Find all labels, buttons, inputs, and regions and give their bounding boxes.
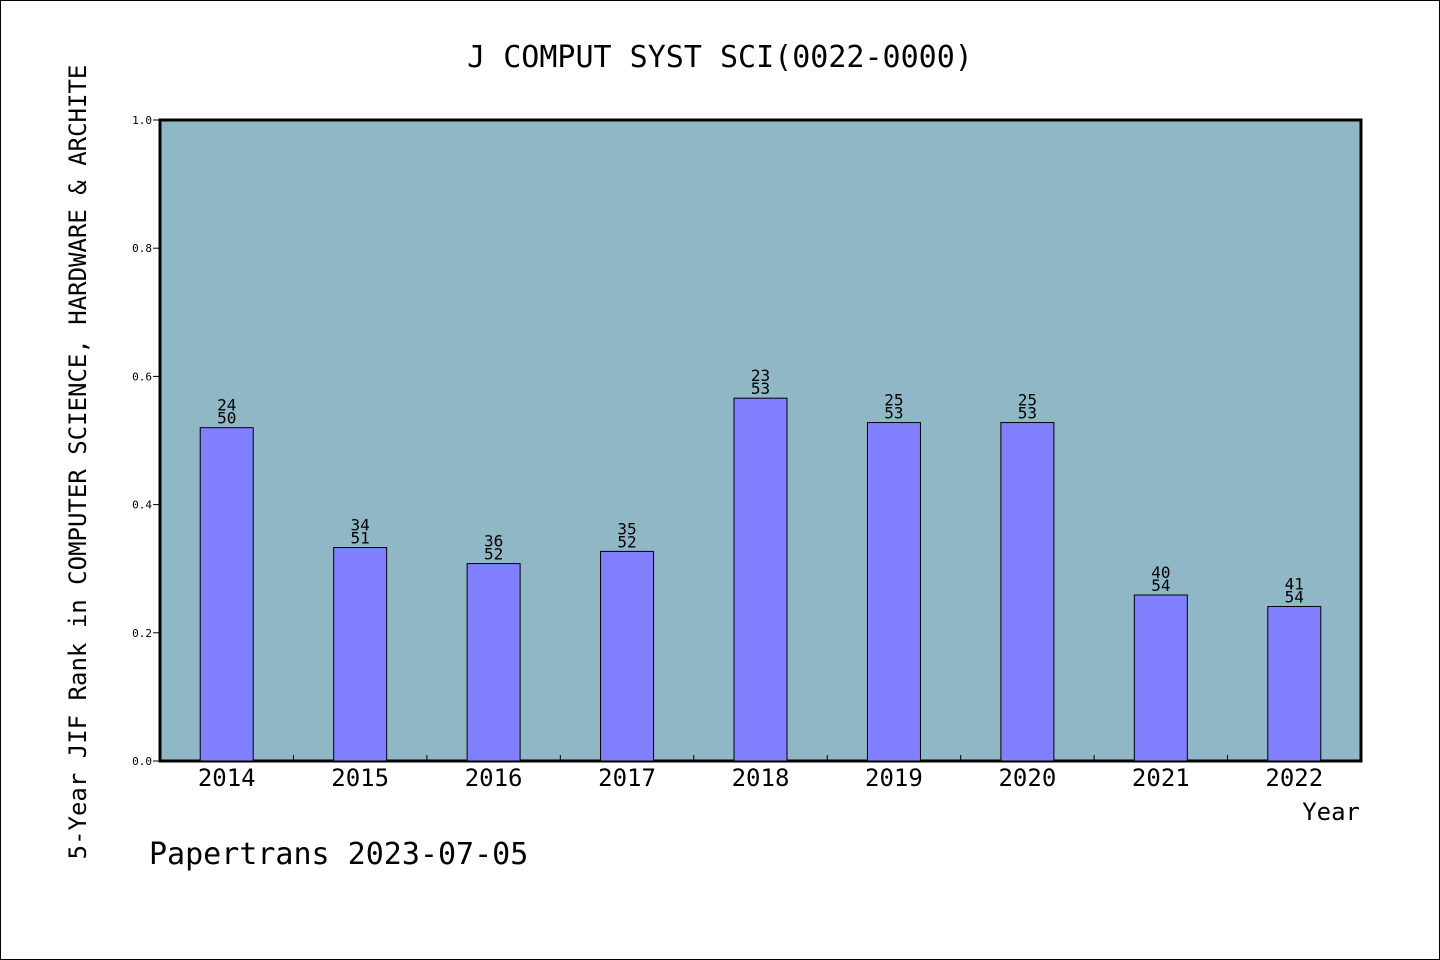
x-tick-label: 2021 (1132, 764, 1190, 792)
bar-label-rank: 25 (884, 391, 903, 410)
bar-label-total: 53 (751, 379, 770, 398)
y-axis-ticks: 0.0 0.2 0.4 0.6 0.8 1.0 (132, 114, 160, 768)
x-axis-ticks: 2014 2015 2016 2017 2018 2019 2020 2021 2022 (198, 755, 1323, 792)
bar-label-total: 54 (1285, 588, 1304, 607)
footer-credit: Papertrans 2023-07-05 (149, 837, 528, 872)
x-tick-label: 2019 (865, 764, 923, 792)
bar-label-total: 54 (1151, 576, 1170, 595)
y-axis-label: 5-Year JIF Rank in COMPUTER SCIENCE, HAR… (64, 65, 92, 860)
bar-label-rank: 36 (484, 532, 503, 551)
bar-label-total: 50 (217, 409, 236, 428)
bar-label-rank: 41 (1285, 575, 1304, 594)
y-tick-label: 0.4 (132, 499, 152, 512)
x-tick-label: 2018 (732, 764, 790, 792)
bar (333, 547, 388, 762)
chart-title: J COMPUT SYST SCI(0022-0000) (467, 40, 973, 75)
y-tick-label: 1.0 (132, 114, 152, 127)
bar-label-total: 53 (1018, 404, 1037, 423)
bar-label-total: 51 (351, 529, 370, 548)
bar-series (199, 397, 1322, 762)
bar-label-rank: 23 (751, 366, 770, 385)
bar-label-rank: 24 (217, 396, 236, 415)
x-tick-label: 2022 (1265, 764, 1323, 792)
bar (733, 397, 788, 762)
bar-label-rank: 34 (351, 516, 370, 535)
y-tick-label: 0.0 (132, 755, 152, 768)
y-tick-label: 0.6 (132, 370, 152, 383)
bar (600, 550, 655, 762)
bar-label-rank: 35 (617, 519, 636, 538)
y-tick-label: 0.2 (132, 627, 152, 640)
x-tick-label: 2020 (998, 764, 1056, 792)
bar (1267, 606, 1322, 762)
bar-label-total: 52 (484, 545, 503, 564)
bar-label-total: 52 (617, 532, 636, 551)
x-tick-label: 2016 (465, 764, 523, 792)
bar (466, 563, 521, 762)
x-tick-label: 2015 (331, 764, 389, 792)
bar (866, 422, 921, 762)
bar (1000, 422, 1055, 762)
bar-label-rank: 40 (1151, 563, 1170, 582)
x-tick-label: 2014 (198, 764, 256, 792)
y-tick-label: 0.8 (132, 242, 152, 255)
x-axis-label: Year (1302, 798, 1360, 826)
bar (199, 427, 254, 762)
bar (1133, 594, 1188, 762)
bar-label-rank: 25 (1018, 391, 1037, 410)
bar-label-total: 53 (884, 404, 903, 423)
x-tick-label: 2017 (598, 764, 656, 792)
